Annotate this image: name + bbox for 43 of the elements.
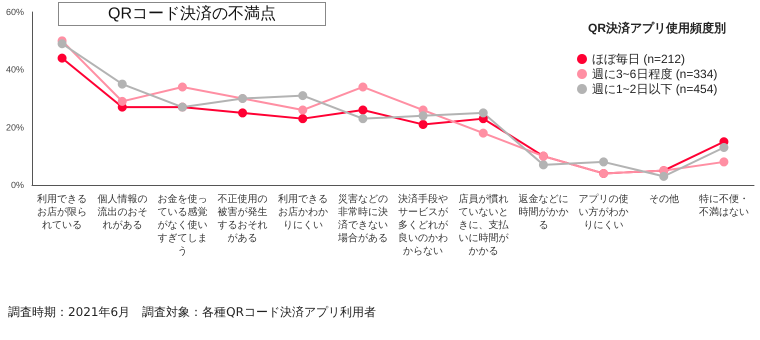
point: [178, 82, 187, 92]
x-tick-label: 店員が慣れていないときに、支払いに時間がかかる: [458, 193, 510, 257]
point: [58, 54, 67, 63]
x-tick-label: 不正使用の被害が発生するおそれがある: [218, 194, 268, 244]
point: [719, 143, 728, 152]
point: [238, 108, 248, 118]
point: [599, 157, 608, 166]
x-tick-label: 返金などに時間がかかる: [518, 193, 568, 231]
y-tick-label: 40%: [6, 64, 24, 75]
legend-label: ほぼ毎日 (n=212): [592, 52, 686, 66]
text: 調査時期：2021年6月 調査対象：各種QRコード決済アプリ利用者: [8, 304, 376, 321]
legend-label: 週に1~2日以下 (n=454): [592, 82, 718, 96]
x-tick-label: 災害などの非常時に決済できない場合がある: [336, 193, 388, 244]
point: [298, 91, 308, 100]
point: [298, 106, 308, 115]
point: [58, 39, 67, 48]
point: [659, 172, 668, 181]
point: [358, 82, 368, 92]
x-tick-label: 決済手段やサービスが多くどれが良いのかわからない: [398, 193, 450, 257]
point: [298, 114, 308, 124]
x-tick-label: 個人情報の流出のおそれがある: [97, 193, 148, 231]
y-tick-label: 20%: [6, 122, 24, 132]
point: [358, 114, 368, 124]
x-tick-label: お金を使っている感覚がなく使いすぎてしまう: [157, 193, 208, 257]
point: [118, 96, 127, 106]
x-tick-label: 特に不便・不満はない: [698, 193, 749, 218]
x-tick-label: アプリの使い方がわかりにくい: [578, 193, 629, 231]
x-tick-label: その他: [648, 193, 679, 205]
point: [118, 80, 127, 89]
y-tick-label: 0%: [10, 180, 24, 190]
x-tick-label: 利用できるお店かわかりにくい: [278, 193, 328, 231]
point: [478, 128, 488, 138]
legend-label: 週に3~6日程度 (n=334): [592, 67, 718, 81]
point: [358, 106, 368, 115]
legend-title: QR決済アプリ使用頻度別: [588, 21, 726, 35]
chart-title: QRコード決済の不満点: [108, 4, 276, 22]
x-tick-label: 利用できるお店が限られている: [37, 193, 88, 231]
point: [478, 108, 488, 118]
y-tick-label: 60%: [6, 7, 24, 17]
point: [538, 160, 548, 170]
point: [418, 120, 428, 129]
point: [418, 111, 428, 120]
point: [719, 157, 728, 166]
